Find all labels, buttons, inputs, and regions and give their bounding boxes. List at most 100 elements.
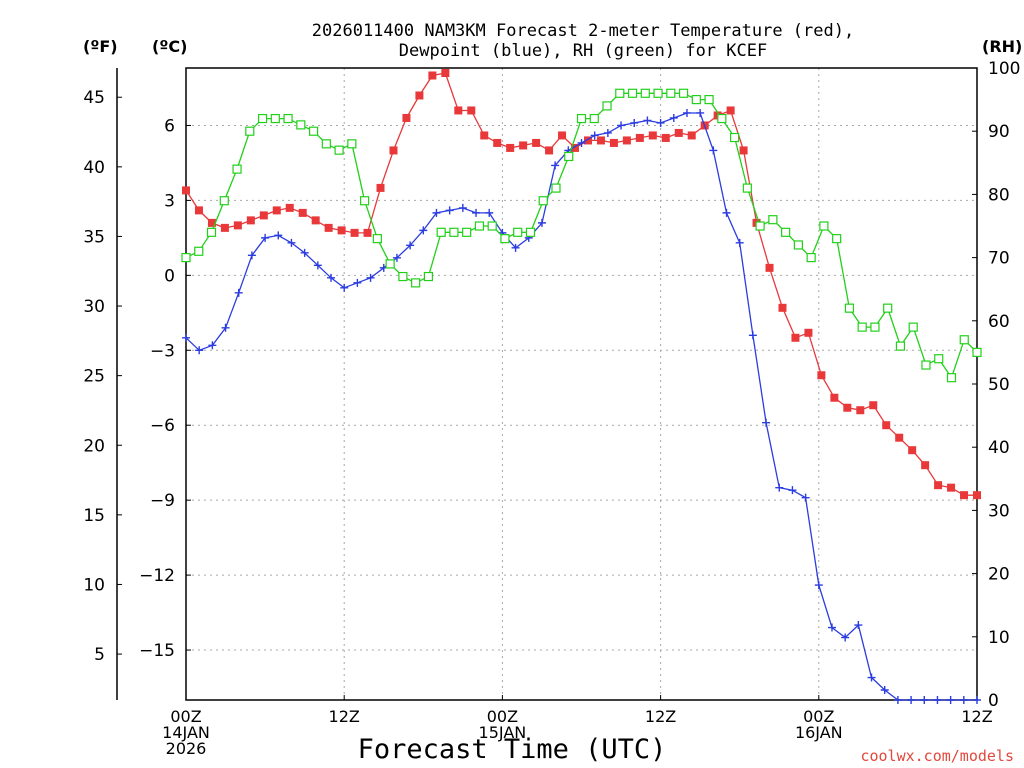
temperature-point xyxy=(545,146,554,155)
dewpoint-point xyxy=(287,238,296,247)
temperature-point xyxy=(519,141,528,150)
dewpoint-point xyxy=(313,261,322,270)
temperature-point xyxy=(661,133,670,142)
temperature-point xyxy=(454,106,463,115)
relative-humidity-point xyxy=(883,303,893,313)
relative-humidity-point xyxy=(270,113,280,124)
temperature-point xyxy=(856,406,865,415)
relative-humidity-point xyxy=(321,139,331,149)
axes xyxy=(116,67,978,701)
relative-humidity-point xyxy=(768,215,778,225)
celsius-tick-label: 6 xyxy=(164,116,175,136)
temperature-point xyxy=(596,136,605,145)
relative-humidity-point xyxy=(308,126,319,136)
temperature-point xyxy=(934,481,943,490)
dewpoint-point xyxy=(841,633,850,642)
temperature-point xyxy=(726,106,735,115)
fahrenheit-tick-label: 10 xyxy=(83,575,105,595)
relative-humidity-point xyxy=(576,113,587,124)
dewpoint-point xyxy=(195,346,204,355)
temperature-point xyxy=(687,131,696,140)
data-series xyxy=(181,68,982,704)
temperature-point xyxy=(895,433,904,442)
dewpoint-point xyxy=(551,161,560,170)
relative-humidity-point xyxy=(627,88,638,98)
temperature-point xyxy=(791,333,800,342)
temperature-point xyxy=(298,208,307,217)
temperature-point xyxy=(194,206,203,215)
fahrenheit-tick-label: 25 xyxy=(83,367,105,387)
relative-humidity-point xyxy=(653,88,663,98)
fahrenheit-tick-label: 40 xyxy=(83,158,105,178)
relative-humidity-point xyxy=(857,322,867,332)
dewpoint-point xyxy=(577,138,586,147)
dewpoint-point xyxy=(274,231,283,240)
dewpoint-point xyxy=(669,113,678,122)
dewpoint-point xyxy=(735,238,744,247)
relative-humidity-point xyxy=(921,360,931,370)
temperature-point xyxy=(973,491,981,500)
celsius-tick-label: −6 xyxy=(150,416,175,436)
temperature-point xyxy=(921,461,930,470)
relative-humidity-point xyxy=(411,278,421,288)
dewpoint-point xyxy=(696,108,705,117)
temperature-point xyxy=(182,186,190,195)
temperature-point xyxy=(843,403,852,412)
time-tick-label: 14JAN xyxy=(162,723,210,742)
relative-humidity-point xyxy=(385,259,395,269)
relative-humidity-point xyxy=(742,183,752,193)
chart-title: 2026011400 NAM3KM Forecast 2-meter Tempe… xyxy=(312,21,854,61)
relative-humidity-point xyxy=(360,196,370,206)
dewpoint-point xyxy=(682,108,691,117)
dewpoint-point xyxy=(893,696,902,704)
dewpoint-point xyxy=(432,208,441,217)
title-line-1: 2026011400 NAM3KM Forecast 2-meter Tempe… xyxy=(312,21,854,41)
dewpoint-point xyxy=(366,273,375,282)
temperature-point xyxy=(415,91,424,100)
temperature-point xyxy=(337,226,346,235)
time-tick-label: 12Z xyxy=(961,707,992,726)
celsius-tick-label: −9 xyxy=(150,491,175,511)
time-tick-label: 2026 xyxy=(166,739,207,758)
relative-humidity-point xyxy=(640,88,650,98)
temperature-point xyxy=(674,128,683,137)
temperature-point xyxy=(635,133,644,142)
temperature-point xyxy=(908,446,917,455)
dewpoint-point xyxy=(617,121,626,130)
relative-humidity-point xyxy=(219,196,229,206)
dewpoint-point xyxy=(722,208,731,217)
dewpoint-point xyxy=(221,323,230,332)
relative-humidity-point xyxy=(959,335,969,345)
rh-tick-label: 30 xyxy=(988,501,1010,521)
relative-humidity-point xyxy=(232,164,242,174)
fahrenheit-tick-label: 15 xyxy=(83,506,105,526)
relative-humidity-point xyxy=(564,151,574,162)
x-axis-title: Forecast Time (UTC) xyxy=(358,734,667,765)
temperature-line xyxy=(185,72,977,496)
relative-humidity-point xyxy=(870,322,880,332)
dewpoint-point xyxy=(419,226,428,235)
relative-humidity-point xyxy=(245,126,255,136)
credit-link[interactable]: coolwx.com/models xyxy=(860,747,1014,765)
celsius-tick-label: 0 xyxy=(164,266,175,286)
celsius-axis-ticks: 6 3 0 −3 −6 −9 −12 −15 xyxy=(139,116,191,661)
rh-tick-label: 100 xyxy=(988,59,1020,79)
relative-humidity-point xyxy=(806,253,816,263)
celsius-tick-label: −12 xyxy=(139,566,175,586)
dewpoint-point xyxy=(353,278,362,287)
relative-humidity-point xyxy=(449,227,459,237)
temperature-point xyxy=(648,131,657,140)
relative-humidity-line xyxy=(185,92,978,380)
temperature-point xyxy=(467,106,476,115)
temperature-point xyxy=(583,136,592,145)
dewpoint-point xyxy=(472,208,481,217)
dewpoint-point xyxy=(814,581,823,590)
relative-humidity-point xyxy=(513,227,523,237)
rh-tick-label: 20 xyxy=(988,565,1010,585)
temperature-point xyxy=(285,203,294,212)
relative-humidity-point xyxy=(551,183,561,193)
temperature-point xyxy=(609,138,618,147)
relative-humidity-point xyxy=(283,113,293,124)
dewpoint-point xyxy=(182,333,190,342)
